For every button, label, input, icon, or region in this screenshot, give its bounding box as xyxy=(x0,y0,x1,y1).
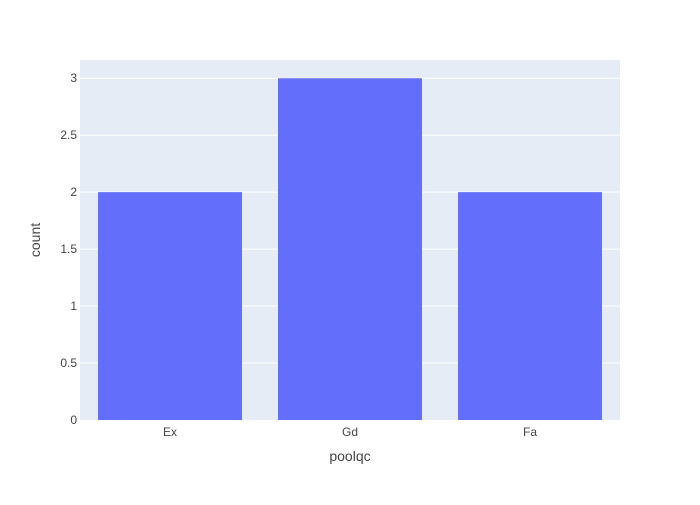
bar-gd[interactable] xyxy=(278,78,422,421)
y-tick-label: 3 xyxy=(70,71,77,85)
x-tick-label: Ex xyxy=(163,425,177,439)
y-tick-label: 2.5 xyxy=(60,128,77,142)
y-axis-ticks: 0 0.5 1 1.5 2 2.5 3 xyxy=(60,71,77,427)
y-tick-label: 1 xyxy=(70,299,77,313)
y-tick-label: 0 xyxy=(70,413,77,427)
bar-fa[interactable] xyxy=(458,192,602,420)
y-tick-label: 0.5 xyxy=(60,356,77,370)
y-axis-title: count xyxy=(27,223,43,257)
x-tick-label: Fa xyxy=(523,425,537,439)
x-tick-label: Gd xyxy=(342,425,358,439)
bar-ex[interactable] xyxy=(98,192,242,420)
y-tick-label: 1.5 xyxy=(60,242,77,256)
y-tick-label: 2 xyxy=(70,185,77,199)
bars xyxy=(98,78,602,421)
x-axis-ticks: Ex Gd Fa xyxy=(163,425,537,439)
x-axis-title: poolqc xyxy=(329,448,370,464)
